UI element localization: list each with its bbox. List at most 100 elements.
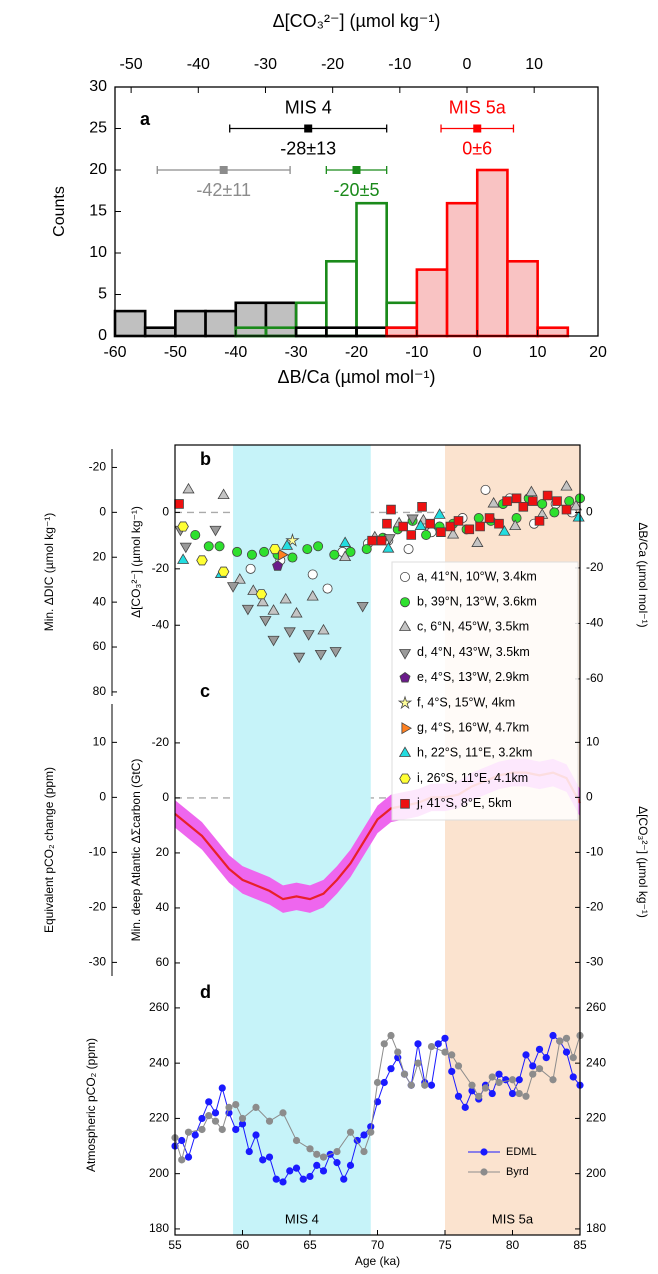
line-point	[569, 1054, 577, 1062]
line-point	[448, 1067, 456, 1076]
scatter-point	[406, 530, 417, 540]
scatter-point	[386, 504, 396, 515]
y2-tick-label: 0	[586, 505, 593, 519]
y3-tick-label: -20	[89, 900, 107, 914]
point-value-label: 0±6	[462, 138, 492, 158]
scatter-point	[283, 627, 296, 638]
line-point	[562, 1034, 571, 1042]
line-point	[184, 1128, 193, 1136]
line-point	[448, 1051, 456, 1059]
line-point	[319, 1153, 328, 1161]
y-axis-title: Δ[CO₃²⁻] (µmol kg⁻¹)	[129, 506, 143, 618]
y3-tick-label: 60	[93, 639, 107, 653]
line-point	[529, 1062, 537, 1070]
line-point	[238, 1114, 247, 1123]
scatter-point	[421, 530, 432, 540]
scatter-point	[403, 544, 414, 555]
line-point	[360, 1131, 368, 1139]
line-point	[502, 1076, 510, 1084]
scatter-point	[487, 496, 500, 508]
line-point	[286, 1167, 294, 1175]
panel-label: a	[140, 109, 151, 129]
line-point	[400, 1070, 409, 1078]
histogram-bar	[204, 309, 238, 338]
y-tick-label: 260	[149, 1000, 169, 1014]
line-point	[205, 1112, 213, 1120]
x2-tick-label: -20	[321, 56, 344, 73]
scatter-point	[525, 485, 538, 497]
y-tick-label: 180	[149, 1221, 169, 1235]
legend-label: c, 6°N, 45°W, 3.5km	[417, 620, 529, 634]
legend-marker	[480, 1148, 488, 1156]
legend-label: a, 41°N, 10°W, 3.4km	[417, 569, 537, 583]
line-point	[522, 1092, 530, 1100]
y-tick-label: 20	[156, 845, 170, 859]
y2-tick-label: 0	[586, 790, 593, 804]
scatter-point	[279, 592, 292, 604]
line-point	[272, 1175, 280, 1183]
scatter-point	[285, 533, 300, 547]
y2-tick-label: 220	[586, 1111, 606, 1125]
line-point	[495, 1078, 503, 1087]
line-point	[549, 1031, 557, 1040]
point-marker	[304, 124, 313, 133]
line-point	[191, 1131, 199, 1139]
line-point	[407, 1081, 415, 1089]
scatter-point	[314, 649, 327, 661]
point-value-label: -28±13	[280, 138, 336, 158]
y-tick-label: 15	[89, 203, 107, 220]
legend-label: Byrd	[506, 1166, 529, 1178]
line-point	[218, 1125, 226, 1134]
x-tick-label: -20	[345, 344, 368, 361]
legend-label: b, 39°N, 13°W, 3.6km	[417, 594, 537, 608]
y-tick-label: 60	[156, 955, 170, 969]
legend-marker	[397, 695, 413, 710]
histogram-bar	[113, 309, 147, 338]
point-value-label: -20±5	[334, 180, 380, 200]
scatter-point	[502, 496, 512, 506]
line-point	[394, 1048, 402, 1056]
line-point	[421, 1081, 429, 1089]
scatter-point	[471, 536, 484, 547]
scatter-point	[494, 518, 504, 529]
histogram-bar	[325, 326, 358, 338]
line-point	[333, 1159, 341, 1167]
histogram-bar	[355, 201, 388, 338]
histogram-bar	[475, 168, 509, 338]
line-point	[535, 1045, 544, 1053]
scatter-point	[329, 647, 342, 658]
scatter-point	[376, 535, 387, 546]
x2-tick-label: -10	[388, 56, 411, 73]
line-point	[232, 1125, 240, 1134]
x2-tick-label: -50	[120, 56, 143, 73]
scatter-point	[278, 548, 289, 561]
line-point	[515, 1076, 523, 1084]
line-point	[556, 1037, 564, 1045]
panel-label: b	[200, 449, 211, 469]
x-tick-label: -40	[224, 344, 247, 361]
scatter-point	[383, 534, 396, 545]
line-point	[475, 1092, 483, 1100]
panel-label: d	[200, 982, 211, 1002]
y-tick-label: 10	[89, 244, 107, 261]
line-point	[265, 1153, 274, 1161]
line-point	[373, 1098, 382, 1106]
y-tick-label: 0	[98, 327, 107, 344]
scatter-point	[560, 480, 573, 491]
y2-tick-label: -10	[586, 845, 604, 859]
line-point	[414, 1059, 422, 1067]
y3-axis-title: Min. ΔDIC (µmol kg⁻¹)	[42, 513, 56, 632]
x2-tick-label: 0	[463, 56, 472, 73]
y-tick-label: 25	[89, 120, 107, 137]
scatter-point	[256, 595, 269, 607]
y2-tick-label: -60	[586, 671, 604, 685]
scatter-point	[414, 519, 427, 531]
scatter-point	[233, 573, 246, 584]
y-tick-label: 0	[162, 790, 169, 804]
y-axis-title: Atmospheric pCO₂ (ppm)	[84, 1038, 98, 1172]
legend-box	[391, 561, 579, 821]
scatter-point	[552, 496, 562, 506]
scatter-point	[203, 541, 214, 552]
histogram-bar	[385, 326, 419, 338]
scatter-point	[367, 535, 377, 546]
